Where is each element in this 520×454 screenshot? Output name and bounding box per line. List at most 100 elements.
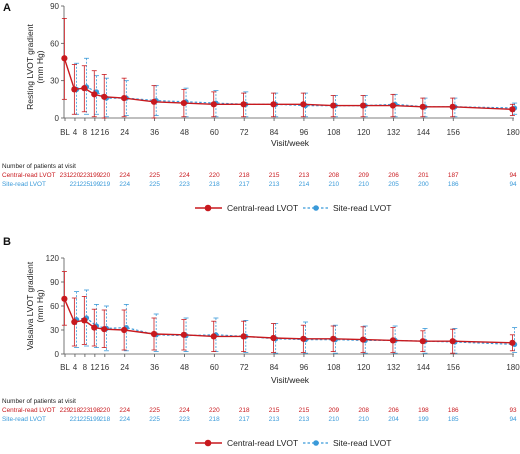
panel-b-site-n-value: 199 bbox=[418, 416, 429, 423]
panel-b-central-n-value: 209 bbox=[328, 407, 339, 414]
panel-b-site-n-value: 204 bbox=[388, 416, 399, 423]
panel-b-x-tick-label: 96 bbox=[299, 363, 308, 372]
panel-a-site-n-value: 224 bbox=[119, 181, 130, 188]
panel-a-site-n-value: 186 bbox=[448, 181, 459, 188]
panel-a-central-point bbox=[71, 86, 78, 93]
panel-b-central-point bbox=[300, 335, 307, 342]
panel-b-x-tick-label: 12 bbox=[90, 363, 99, 372]
panel-a-central-row-label: Central-read LVOT bbox=[2, 172, 56, 179]
panel-a-y-tick-label: 60 bbox=[50, 39, 59, 48]
panel-a-central-n-value: 220 bbox=[99, 172, 110, 179]
panel-a-x-tick-label: 180 bbox=[506, 128, 520, 137]
panel-b-n-header: Number of patients at visit bbox=[2, 398, 76, 405]
legend-b-site-label: Site-read LVOT bbox=[333, 438, 391, 448]
panel-a-site-n-value: 199 bbox=[90, 181, 101, 188]
panel-a-xlabel: Visit/week bbox=[271, 138, 310, 148]
panel-b-x-tick-label: 180 bbox=[506, 363, 520, 372]
panel-a-central-point bbox=[210, 101, 217, 108]
panel-b-central-point bbox=[389, 337, 397, 344]
panel-b-central-n-value: 186 bbox=[448, 407, 459, 414]
panel-b-central-n-value: 218 bbox=[70, 407, 81, 414]
panel-b-x-tick-label: BL bbox=[60, 363, 70, 372]
panel-a-x-tick-label: 60 bbox=[210, 128, 219, 137]
panel-a-central-n-value: 218 bbox=[239, 172, 250, 179]
panel-a-central-point bbox=[330, 102, 337, 109]
panel-a-central-n-value: 225 bbox=[149, 172, 160, 179]
panel-b-central-point bbox=[81, 317, 88, 324]
panel-a-x-tick-label: 48 bbox=[180, 128, 189, 137]
panel-b-central-n-value: 198 bbox=[418, 407, 429, 414]
panel-a-ylabel-line1: Resting LVOT gradient bbox=[25, 24, 35, 110]
panel-a-central-point bbox=[449, 103, 456, 110]
panel-b-central-row-label: Central-read LVOT bbox=[2, 407, 56, 414]
panel-b-central-n-value: 224 bbox=[179, 407, 190, 414]
panel-a-site-n-value: 213 bbox=[269, 181, 280, 188]
panel-a-x-tick-label: 96 bbox=[299, 128, 308, 137]
panel-a-central-point bbox=[121, 94, 128, 102]
panel-a-site-row-label: Site-read LVOT bbox=[2, 181, 46, 188]
panel-b-site-n-value: 223 bbox=[179, 416, 190, 423]
panel-b-central-point bbox=[449, 338, 456, 345]
panel-b-x-tick-label: 16 bbox=[100, 363, 109, 372]
panel-a-x-tick-label: 144 bbox=[417, 128, 431, 137]
panel-a-central-point bbox=[509, 106, 516, 113]
panel-a-central-point bbox=[389, 102, 397, 109]
panel-b-y-tick-label: 120 bbox=[46, 254, 60, 263]
panel-b-central-n-value: 229 bbox=[60, 407, 71, 414]
panel-a-x-tick-label: 120 bbox=[357, 128, 371, 137]
panel-b-y-tick-label: 90 bbox=[50, 278, 59, 287]
panel-b-x-tick-label: 8 bbox=[83, 363, 88, 372]
panel-b-legend: Central-read LVOT Site-read LVOT bbox=[195, 438, 391, 448]
legend-b-central-marker bbox=[204, 439, 212, 447]
panel-b-central-n-value: 220 bbox=[209, 407, 220, 414]
panel-b-central-point bbox=[240, 333, 247, 340]
panel-b-central-point bbox=[210, 333, 217, 340]
panel-a-central-n-value: 208 bbox=[328, 172, 339, 179]
panel-a-site-n-value: 225 bbox=[80, 181, 91, 188]
panel-a-x-tick-label: 72 bbox=[240, 128, 249, 137]
panel-b-central-n-value: 198 bbox=[90, 407, 101, 414]
legend-b-site-marker bbox=[313, 440, 319, 446]
panel-a-site-n-value: 210 bbox=[358, 181, 369, 188]
panel-a-letter: A bbox=[3, 2, 11, 14]
panel-a-central-n-value: 231 bbox=[60, 172, 71, 179]
panel-b-site-n-value: 210 bbox=[358, 416, 369, 423]
panel-a-site-n-value: 218 bbox=[209, 181, 220, 188]
panel-a-legend: Central-read LVOT Site-read LVOT bbox=[195, 203, 391, 213]
panel-a-site-n-value: 210 bbox=[328, 181, 339, 188]
panel-b-x-tick-label: 72 bbox=[240, 363, 249, 372]
panel-b-xlabel: Visit/week bbox=[271, 375, 310, 385]
panel-a-central-n-value: 201 bbox=[418, 172, 429, 179]
panel-b-site-n-value: 225 bbox=[149, 416, 160, 423]
panel-b-central-point bbox=[150, 330, 158, 338]
panel-a-y-tick-label: 90 bbox=[50, 2, 59, 11]
panel-b-y-tick-label: 30 bbox=[50, 326, 59, 335]
legend-a-central-label: Central-read LVOT bbox=[227, 203, 298, 213]
panel-a-site-n-value: 94 bbox=[509, 181, 517, 188]
panel-a-central-n-value: 220 bbox=[209, 172, 220, 179]
panel-a-central-n-value: 220 bbox=[70, 172, 81, 179]
panel-a-central-n-value: 215 bbox=[269, 172, 280, 179]
panel-b-site-n-value: 225 bbox=[80, 416, 91, 423]
panel-a-central-point bbox=[180, 99, 187, 107]
panel-b-site-n-value: 218 bbox=[99, 416, 110, 423]
panel-a-site-n-value: 219 bbox=[99, 181, 110, 188]
panel-b-central-point bbox=[330, 335, 337, 342]
panel-a-central-n-value: 94 bbox=[509, 172, 517, 179]
panel-b-site-n-value: 218 bbox=[209, 416, 220, 423]
panel-a-central-point bbox=[240, 101, 247, 108]
panel-a-central-line bbox=[63, 58, 513, 110]
panel-b-central-point bbox=[91, 324, 98, 331]
panel-b-x-tick-label: 84 bbox=[270, 363, 279, 372]
panel-b-central-n-value: 220 bbox=[99, 407, 110, 414]
panel-a-x-tick-label: 156 bbox=[447, 128, 461, 137]
panel-a-central-n-value: 199 bbox=[90, 172, 101, 179]
panel-a-site-n-value: 217 bbox=[239, 181, 250, 188]
panel-b-central-point bbox=[419, 338, 426, 345]
panel-b-central-n-value: 206 bbox=[388, 407, 399, 414]
panel-a-ylabel-line2: (mm Hg) bbox=[35, 50, 45, 83]
panel-b-x-tick-label: 132 bbox=[387, 363, 401, 372]
panel-a-site-n-value: 205 bbox=[388, 181, 399, 188]
panel-b-site-n-value: 221 bbox=[70, 416, 81, 423]
panel-a-central-point bbox=[61, 55, 68, 62]
